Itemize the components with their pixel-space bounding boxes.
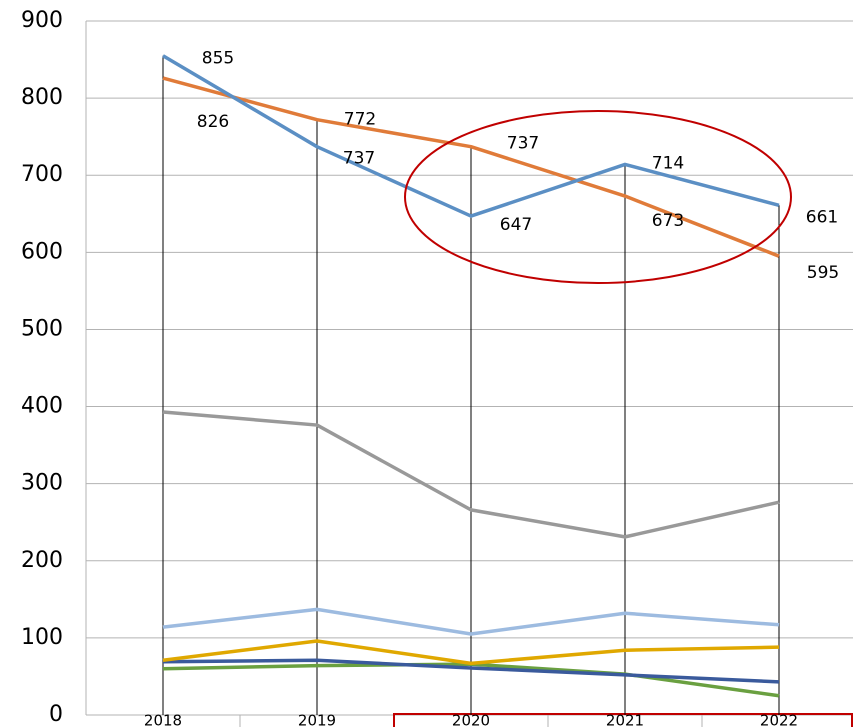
data-label: 595 — [807, 263, 839, 283]
y-tick-label: 500 — [21, 316, 63, 341]
series-line — [162, 410, 780, 539]
highlight-box — [393, 713, 853, 727]
data-label: 647 — [500, 215, 532, 235]
y-tick-label: 200 — [21, 548, 63, 573]
y-tick-label: 300 — [21, 471, 63, 496]
data-label: 737 — [343, 149, 375, 169]
series-line — [162, 54, 780, 218]
data-label: 673 — [652, 211, 684, 231]
x-tick-label: 2022 — [760, 712, 798, 727]
data-label: 826 — [197, 112, 229, 132]
x-tick-label: 2020 — [452, 712, 490, 727]
y-tick-label: 700 — [21, 162, 63, 187]
y-tick-label: 0 — [49, 702, 63, 727]
x-tick-label: 2018 — [144, 712, 182, 727]
y-tick-label: 800 — [21, 85, 63, 110]
x-tick-label: 2019 — [298, 712, 336, 727]
data-label: 855 — [202, 49, 234, 69]
y-tick-label: 100 — [21, 625, 63, 650]
x-tick-label: 2021 — [606, 712, 644, 727]
highlight-ellipse — [404, 110, 792, 284]
series-line — [162, 639, 780, 666]
series-line — [162, 658, 780, 684]
series-line — [162, 607, 780, 636]
y-tick-label: 900 — [21, 8, 63, 33]
data-label: 714 — [652, 153, 684, 173]
series-line — [162, 76, 780, 258]
data-label: 737 — [507, 134, 539, 154]
y-tick-label: 400 — [21, 394, 63, 419]
y-tick-label: 600 — [21, 239, 63, 264]
data-label: 772 — [344, 110, 376, 130]
data-label: 661 — [806, 207, 838, 227]
